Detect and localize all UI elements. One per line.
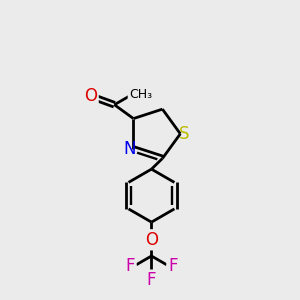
Text: F: F <box>147 271 156 289</box>
Text: O: O <box>145 231 158 249</box>
Text: F: F <box>125 257 135 275</box>
Text: S: S <box>178 125 189 143</box>
Text: CH₃: CH₃ <box>129 88 152 101</box>
Text: F: F <box>168 257 177 275</box>
Text: N: N <box>124 140 136 158</box>
Text: O: O <box>84 87 97 105</box>
